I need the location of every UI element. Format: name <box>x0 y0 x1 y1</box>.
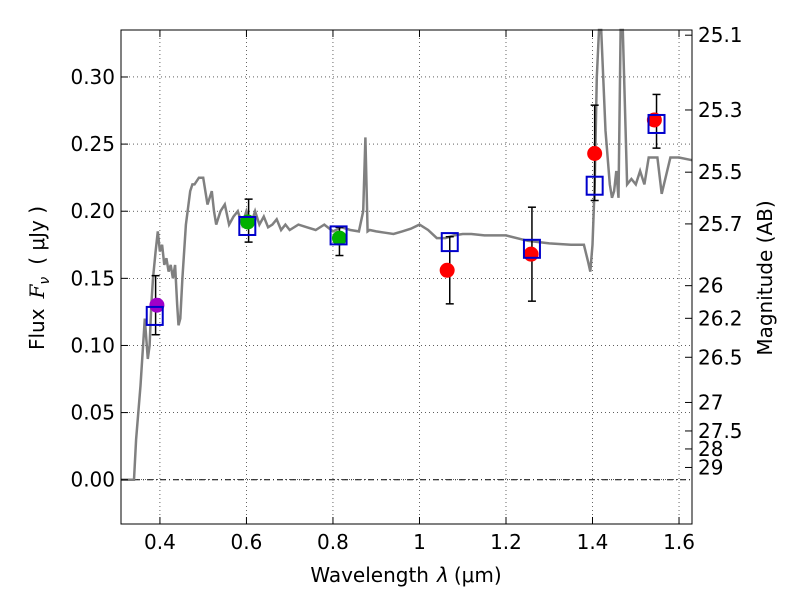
y-tick-label: 0.00 <box>70 468 115 492</box>
model-point <box>145 305 164 326</box>
photometry-point <box>587 146 603 161</box>
model-points <box>145 113 666 326</box>
magnitude-tick-label: 28 <box>698 437 723 461</box>
y-axis-ticks: 0.00 0.05 0.10 0.15 0.20 0.25 0.30 <box>70 65 128 492</box>
photometry-point <box>523 246 539 262</box>
x-tick-label: 0.4 <box>144 530 176 554</box>
model-point <box>647 113 666 134</box>
x-axis-title: Wavelength λ (μm) <box>310 563 501 587</box>
magnitude-tick-label: 25.5 <box>698 160 743 184</box>
x-tick-label: 1.2 <box>490 530 522 554</box>
grid <box>121 30 692 524</box>
y-axis-title: FluxFν( μJy ) <box>25 206 53 350</box>
magnitude-tick-label: 26.5 <box>698 345 743 369</box>
x-tick-label: 0.6 <box>231 530 263 554</box>
y-tick-label: 0.30 <box>70 65 115 89</box>
magnitude-tick-label: 29 <box>698 455 723 479</box>
magnitude-tick-label: 27.5 <box>698 419 743 443</box>
magnitude-tick-label: 26.2 <box>698 306 743 330</box>
model-point <box>329 225 348 246</box>
x-tick-label: 1 <box>413 530 426 554</box>
magnitude-axis-title: Magnitude (AB) <box>753 200 777 355</box>
plot-frame <box>120 29 693 525</box>
photometry-point <box>240 214 256 230</box>
y-tick-label: 0.10 <box>70 333 115 357</box>
model-point <box>440 232 459 253</box>
x-axis-ticks: 0.4 0.6 0.8 1 1.2 1.4 1.6 <box>144 30 695 554</box>
template-spectrum-line <box>121 28 693 481</box>
y-tick-label: 0.25 <box>70 132 115 156</box>
x-tick-label: 1.6 <box>663 530 695 554</box>
model-point <box>522 238 541 259</box>
model-point <box>238 215 257 236</box>
photometry-points <box>149 112 662 313</box>
x-tick-label: 1.4 <box>577 530 609 554</box>
photometry-point <box>439 262 455 278</box>
model-point <box>585 175 604 196</box>
photometry-point <box>646 112 662 128</box>
magnitude-tick-label: 25.1 <box>698 23 743 47</box>
magnitude-tick-label: 27 <box>698 390 723 414</box>
magnitude-tick-label: 25.7 <box>698 212 743 236</box>
photometry-point <box>149 297 165 313</box>
photometry-point <box>331 230 347 246</box>
y-tick-label: 0.15 <box>70 266 115 290</box>
y-tick-label: 0.05 <box>70 401 115 425</box>
magnitude-tick-label: 25.3 <box>698 98 743 122</box>
x-tick-label: 0.8 <box>317 530 349 554</box>
y-tick-label: 0.20 <box>70 199 115 223</box>
magnitude-tick-label: 26 <box>698 274 723 298</box>
